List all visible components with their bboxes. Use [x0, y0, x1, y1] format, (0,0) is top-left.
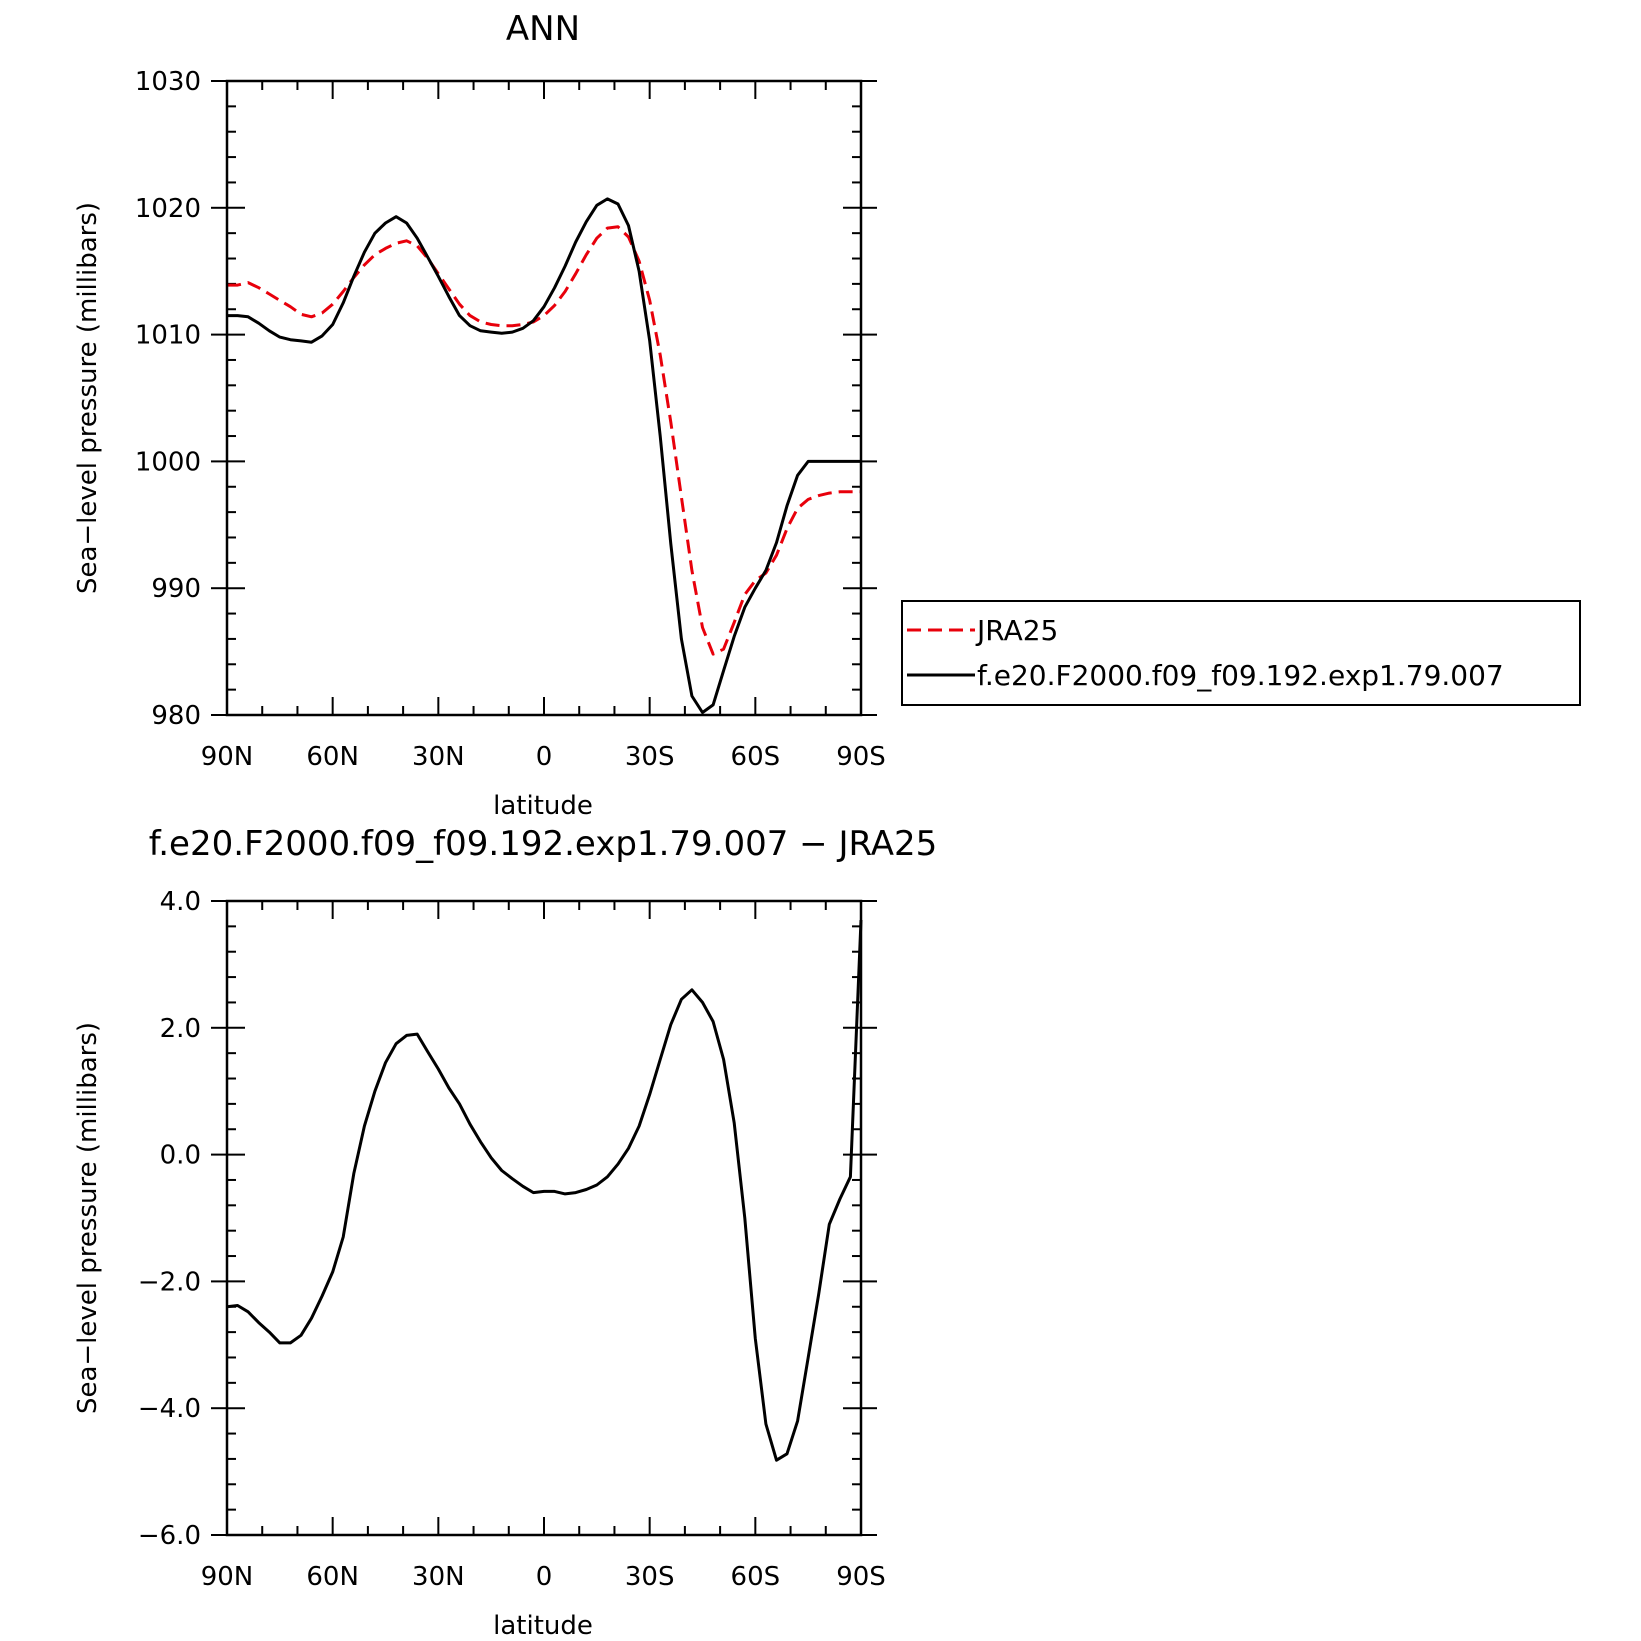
bottom-chart-series [226, 919, 863, 1462]
x-tick-label: 30S [625, 742, 675, 772]
bottom-chart-y-tick-labels: −6.0 −4.0 −2.0 0.0 2.0 4.0 [138, 887, 201, 1551]
legend-label-jra25: JRA25 [975, 614, 1058, 647]
x-tick-label: 30N [412, 1562, 465, 1592]
y-tick-label: 980 [151, 701, 201, 731]
y-tick-label: 0.0 [160, 1141, 201, 1171]
y-tick-label: 990 [151, 574, 201, 604]
x-tick-label: 90N [201, 1562, 254, 1592]
series-line-0-1 [227, 197, 861, 714]
y-tick-label: 1030 [135, 67, 201, 97]
legend-box [901, 600, 1581, 706]
bottom-chart-title: f.e20.F2000.f09_f09.192.exp1.79.007 − JR… [149, 824, 938, 864]
bottom-chart-x-tick-labels: 90N 60N 30N 0 30S 60S 90S [201, 1562, 886, 1592]
bottom-chart-x-axis-label: latitude [493, 1611, 593, 1641]
y-tick-label: −2.0 [138, 1267, 201, 1297]
y-tick-label: 1020 [135, 194, 201, 224]
top-chart-x-tick-labels: 90N 60N 30N 0 30S 60S 90S [201, 742, 886, 772]
x-tick-label: 90N [201, 742, 254, 772]
top-chart-panel: ANN 980 990 1000 1010 1020 1030 90N 60N 30N 0 30S… [73, 9, 886, 821]
top-chart-ticks [211, 80, 877, 716]
x-tick-label: 30N [412, 742, 465, 772]
x-tick-label: 60N [306, 742, 359, 772]
x-tick-label: 90S [836, 742, 886, 772]
series-line-1-0 [226, 919, 863, 1462]
bottom-chart-panel: f.e20.F2000.f09_f09.192.exp1.79.007 − JR… [73, 824, 937, 1641]
x-tick-label: 60S [731, 1562, 781, 1592]
y-tick-label: −6.0 [138, 1521, 201, 1551]
legend: JRA25 f.e20.F2000.f09_f09.192.exp1.79.00… [901, 600, 1581, 706]
bottom-chart-y-axis-label: Sea−level pressure (millibars) [73, 1022, 103, 1414]
series-line-0-0 [227, 225, 861, 656]
top-chart-series [227, 197, 861, 714]
y-tick-label: 2.0 [160, 1014, 201, 1044]
x-tick-label: 60N [306, 1562, 359, 1592]
bottom-chart-frame [225, 899, 863, 1537]
x-tick-label: 90S [836, 1562, 886, 1592]
y-tick-label: 1000 [135, 447, 201, 477]
top-chart-title: ANN [506, 9, 580, 49]
top-chart-x-axis-label: latitude [493, 791, 593, 821]
top-chart-y-tick-labels: 980 990 1000 1010 1020 1030 [135, 67, 201, 731]
bottom-chart-ticks [211, 900, 877, 1536]
x-tick-label: 0 [536, 1562, 553, 1592]
x-tick-label: 60S [731, 742, 781, 772]
y-tick-label: −4.0 [138, 1394, 201, 1424]
y-tick-label: 4.0 [160, 887, 201, 917]
x-tick-label: 30S [625, 1562, 675, 1592]
y-tick-label: 1010 [135, 321, 201, 351]
x-tick-label: 0 [536, 742, 553, 772]
top-chart-y-axis-label: Sea−level pressure (millibars) [73, 202, 103, 594]
top-chart-frame [225, 79, 863, 717]
legend-label-model: f.e20.F2000.f09_f09.192.exp1.79.007 [977, 659, 1504, 692]
